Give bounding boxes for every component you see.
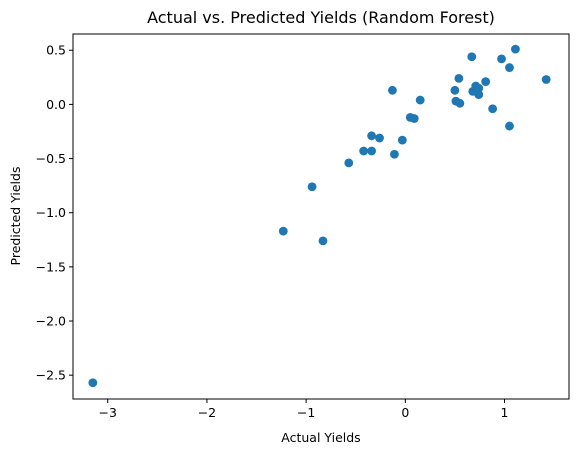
y-tick-label: 0.0 bbox=[46, 97, 66, 112]
data-points bbox=[88, 44, 551, 388]
data-point bbox=[390, 149, 399, 159]
data-point bbox=[467, 52, 477, 62]
y-axis-label: Predicted Yields bbox=[8, 167, 23, 266]
data-point bbox=[474, 83, 484, 93]
data-point bbox=[505, 63, 514, 72]
data-point bbox=[454, 74, 464, 83]
x-tick-label: 1 bbox=[501, 405, 509, 420]
data-point bbox=[488, 104, 498, 114]
data-point bbox=[359, 146, 369, 156]
x-tick-label: −3 bbox=[99, 405, 117, 420]
y-tick-label: −2.0 bbox=[36, 314, 66, 329]
x-tick-label: 0 bbox=[401, 405, 409, 420]
x-tick-label: −2 bbox=[198, 405, 216, 420]
data-point bbox=[88, 378, 98, 388]
data-point bbox=[278, 226, 288, 236]
x-tick-label: −1 bbox=[297, 405, 315, 420]
data-point bbox=[455, 98, 465, 108]
data-point bbox=[375, 133, 384, 143]
data-point bbox=[474, 90, 484, 100]
data-point bbox=[344, 158, 354, 168]
y-tick-label: −1.5 bbox=[36, 259, 66, 274]
data-point bbox=[388, 85, 397, 95]
chart-title: Actual vs. Predicted Yields (Random Fore… bbox=[147, 8, 495, 27]
data-point bbox=[397, 135, 407, 145]
data-point bbox=[497, 54, 506, 64]
x-axis-label: Actual Yields bbox=[281, 430, 360, 445]
y-tick-label: 0.5 bbox=[46, 43, 66, 58]
data-point bbox=[450, 85, 460, 95]
data-point bbox=[511, 44, 520, 54]
data-point bbox=[307, 182, 317, 192]
y-tick-label: −0.5 bbox=[36, 151, 66, 166]
x-axis-ticks: −3 −2 −1 0 1 bbox=[99, 399, 509, 420]
y-tick-label: −1.0 bbox=[36, 205, 66, 220]
plot-frame bbox=[72, 33, 570, 400]
data-point bbox=[541, 75, 551, 84]
data-point bbox=[318, 236, 328, 246]
data-point bbox=[409, 114, 419, 123]
data-point bbox=[481, 77, 491, 87]
y-axis-ticks: −2.5 −2.0 −1.5 −1.0 −0.5 0.0 0.5 bbox=[36, 43, 73, 383]
data-point bbox=[415, 95, 425, 105]
data-point bbox=[367, 146, 376, 156]
data-point bbox=[367, 131, 376, 141]
data-point bbox=[505, 121, 514, 131]
y-tick-label: −2.5 bbox=[36, 368, 66, 383]
